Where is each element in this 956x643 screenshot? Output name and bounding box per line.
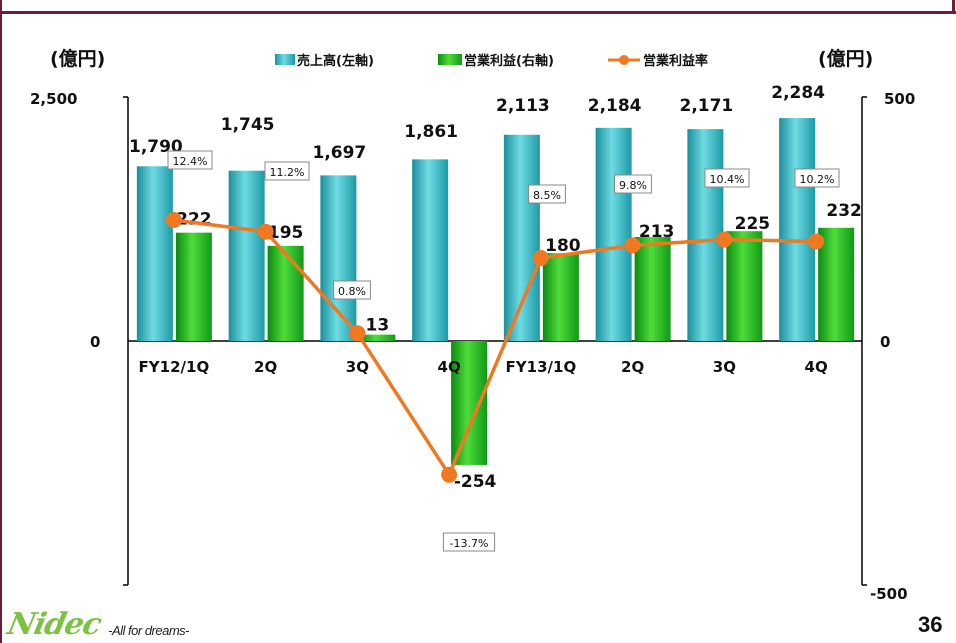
nidec-logo: Nidec -All for dreams-: [4, 607, 190, 642]
data-label-sales: 1,745: [221, 115, 275, 135]
rate-point: [808, 233, 825, 250]
legend-marker-rate: [619, 55, 629, 65]
legend-label-rate: 営業利益率: [643, 53, 708, 69]
rate-point: [165, 211, 182, 228]
rate-point: [349, 325, 366, 342]
rate-label-box: [614, 174, 652, 194]
rate-point: [441, 466, 458, 483]
rate-point: [716, 231, 733, 248]
bar-sales: [503, 134, 540, 341]
data-label-operating-profit: 213: [639, 222, 675, 242]
category-label: 2Q: [621, 358, 644, 376]
bar-operating-profit: [542, 253, 579, 341]
left-border: [0, 0, 2, 643]
data-label-rate: 0.8%: [338, 285, 366, 298]
data-label-sales: 2,184: [588, 96, 642, 116]
right-tick-label: -500: [870, 585, 908, 603]
rate-point: [532, 250, 549, 267]
bar-operating-profit: [634, 237, 671, 341]
category-label: 2Q: [254, 358, 277, 376]
rate-label-box: [794, 168, 840, 188]
category-label: 4Q: [438, 358, 461, 376]
data-label-sales: 2,284: [771, 83, 825, 103]
data-label-operating-profit: 195: [268, 223, 304, 243]
data-label-sales: 2,171: [679, 96, 733, 116]
bar-sales: [136, 166, 173, 341]
bar-operating-profit: [267, 245, 304, 341]
right-tick-label: 500: [884, 90, 915, 108]
rate-label-box: [264, 161, 310, 181]
category-label: FY13/1Q: [506, 358, 577, 376]
bar-operating-profit: [726, 231, 763, 341]
data-label-sales: 1,861: [404, 122, 458, 142]
rate-label-box: [528, 184, 566, 204]
legend-label-op: 営業利益(右軸): [464, 53, 554, 69]
legend-swatch-sales: [275, 54, 295, 65]
bar-sales: [228, 170, 265, 341]
legend-swatch-op: [438, 54, 462, 65]
rate-label-box: [704, 168, 750, 188]
bar-sales: [687, 129, 724, 341]
data-label-operating-profit: 13: [366, 316, 390, 336]
bar-sales: [779, 118, 816, 341]
data-label-rate: 10.2%: [800, 173, 835, 186]
rate-line: [173, 218, 817, 479]
legend-label-sales: 売上高(左軸): [297, 53, 374, 69]
bar-operating-profit: [359, 334, 396, 341]
bar-sales: [595, 127, 632, 341]
bar-sales: [412, 159, 449, 341]
top-border: [0, 0, 956, 14]
data-label-rate: 9.8%: [619, 179, 647, 192]
data-label-operating-profit: -254: [454, 472, 497, 492]
data-label-rate: 12.4%: [173, 155, 208, 168]
bar-sales: [320, 175, 357, 341]
left-tick-label: 0: [90, 333, 100, 351]
data-label-rate: 11.2%: [270, 166, 305, 179]
data-label-operating-profit: 180: [545, 236, 581, 256]
left-axis-unit-label: (億円): [50, 47, 105, 70]
right-axis-unit-label: (億円): [818, 47, 873, 70]
right-tick-label: 0: [880, 333, 890, 351]
category-label: FY12/1Q: [139, 358, 210, 376]
category-label: 3Q: [346, 358, 369, 376]
bar-operating-profit: [818, 227, 855, 341]
right-border: [952, 0, 955, 14]
logo-mark: Nidec: [4, 607, 104, 642]
rate-label-box: [333, 280, 371, 300]
data-label-operating-profit: 232: [826, 201, 862, 221]
left-tick-label: 2,500: [30, 90, 77, 108]
category-label: 4Q: [805, 358, 828, 376]
rate-point: [257, 223, 274, 240]
page-number: 36: [918, 612, 943, 637]
rate-point: [624, 237, 641, 254]
data-label-rate: 10.4%: [710, 173, 745, 186]
data-label-rate: 8.5%: [533, 189, 561, 202]
rate-label-box: [442, 532, 496, 552]
data-label-rate: -13.7%: [450, 537, 489, 550]
category-label: 3Q: [713, 358, 736, 376]
logo-tagline: -All for dreams-: [108, 623, 190, 638]
data-label-sales: 2,113: [496, 96, 550, 116]
bar-operating-profit: [175, 232, 212, 341]
rate-label-box: [167, 150, 213, 170]
data-label-sales: 1,697: [312, 143, 366, 163]
data-label-operating-profit: 225: [735, 214, 771, 234]
